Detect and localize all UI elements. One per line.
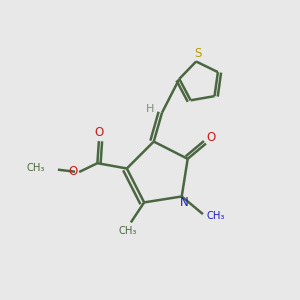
Text: CH₃: CH₃ [118,226,136,236]
Text: O: O [68,165,77,178]
Text: CH₃: CH₃ [27,163,45,173]
Text: S: S [194,47,201,60]
Text: N: N [180,196,188,209]
Text: O: O [207,131,216,144]
Text: CH₃: CH₃ [206,212,224,221]
Text: O: O [94,126,104,140]
Text: H: H [146,104,154,114]
